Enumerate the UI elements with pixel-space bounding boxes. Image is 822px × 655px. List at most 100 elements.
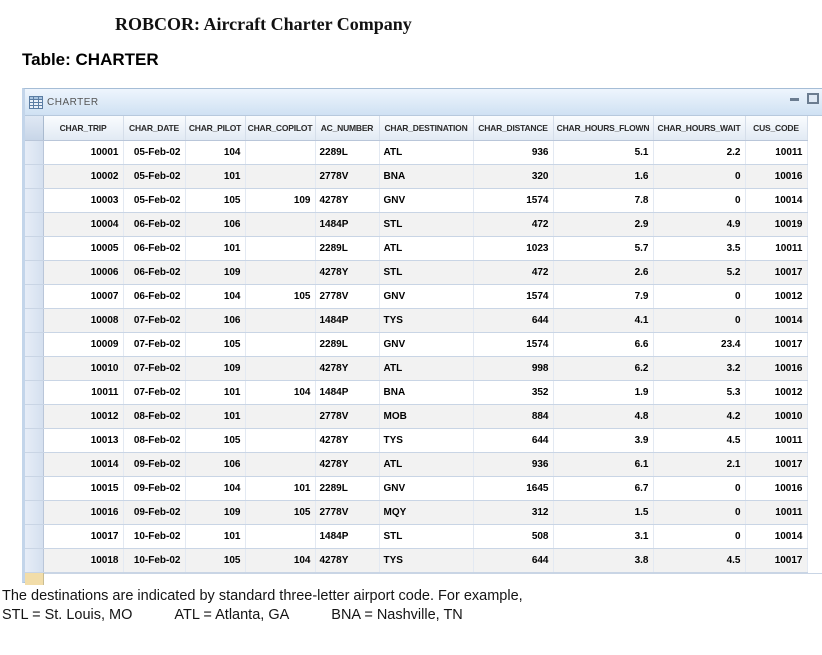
cell-wait[interactable]: 0 <box>653 308 746 333</box>
cell-ac[interactable]: 1484P <box>315 380 380 405</box>
row-selector[interactable] <box>25 284 44 309</box>
row-selector[interactable] <box>25 476 44 501</box>
cell-flown[interactable]: 2.6 <box>553 260 654 285</box>
cell-dest[interactable]: ATL <box>379 356 474 381</box>
cell-copilot[interactable] <box>245 404 316 429</box>
cell-date[interactable]: 07-Feb-02 <box>123 380 186 405</box>
cell-trip[interactable]: 10014 <box>43 452 124 477</box>
cell-ac[interactable]: 1484P <box>315 308 380 333</box>
cell-pilot[interactable]: 104 <box>185 476 246 501</box>
row-selector[interactable] <box>25 332 44 357</box>
cell-ac[interactable]: 2778V <box>315 404 380 429</box>
cell-dest[interactable]: STL <box>379 260 474 285</box>
cell-ac[interactable]: 2778V <box>315 500 380 525</box>
cell-ac[interactable]: 4278Y <box>315 548 380 573</box>
cell-flown[interactable]: 2.9 <box>553 212 654 237</box>
cell-dist[interactable]: 998 <box>473 356 554 381</box>
cell-trip[interactable]: 10009 <box>43 332 124 357</box>
cell-dist[interactable]: 472 <box>473 260 554 285</box>
cell-ac[interactable]: 2289L <box>315 476 380 501</box>
cell-trip[interactable]: 10011 <box>43 380 124 405</box>
cell-cus[interactable]: 10016 <box>745 476 808 501</box>
cell-ac[interactable]: 2289L <box>315 236 380 261</box>
cell-trip[interactable]: 10012 <box>43 404 124 429</box>
cell-date[interactable]: 08-Feb-02 <box>123 404 186 429</box>
cell-cus[interactable]: 10012 <box>745 284 808 309</box>
cell-flown[interactable]: 4.8 <box>553 404 654 429</box>
column-header-pilot[interactable]: CHAR_PILOT <box>185 116 246 141</box>
cell-dist[interactable]: 1023 <box>473 236 554 261</box>
cell-dist[interactable]: 312 <box>473 500 554 525</box>
cell-flown[interactable]: 3.8 <box>553 548 654 573</box>
cell-dist[interactable]: 936 <box>473 452 554 477</box>
cell-date[interactable]: 09-Feb-02 <box>123 500 186 525</box>
cell-flown[interactable]: 6.2 <box>553 356 654 381</box>
row-selector[interactable] <box>25 452 44 477</box>
cell-cus[interactable]: 10017 <box>745 452 808 477</box>
cell-wait[interactable]: 0 <box>653 188 746 213</box>
row-selector[interactable] <box>25 140 44 165</box>
cell-pilot[interactable]: 101 <box>185 380 246 405</box>
cell-date[interactable]: 06-Feb-02 <box>123 284 186 309</box>
cell-copilot[interactable] <box>245 236 316 261</box>
cell-copilot[interactable]: 109 <box>245 188 316 213</box>
cell-dest[interactable]: GNV <box>379 476 474 501</box>
cell-flown[interactable]: 1.5 <box>553 500 654 525</box>
cell-dist[interactable]: 352 <box>473 380 554 405</box>
cell-wait[interactable]: 3.5 <box>653 236 746 261</box>
cell-cus[interactable]: 10014 <box>745 524 808 549</box>
cell-copilot[interactable] <box>245 428 316 453</box>
cell-cus[interactable]: 10014 <box>745 188 808 213</box>
cell-date[interactable]: 07-Feb-02 <box>123 356 186 381</box>
cell-wait[interactable]: 4.9 <box>653 212 746 237</box>
cell-copilot[interactable] <box>245 356 316 381</box>
new-record-selector[interactable] <box>25 572 44 585</box>
cell-dest[interactable]: BNA <box>379 164 474 189</box>
maximize-icon[interactable] <box>807 93 819 104</box>
cell-date[interactable]: 08-Feb-02 <box>123 428 186 453</box>
cell-dest[interactable]: STL <box>379 524 474 549</box>
cell-cus[interactable]: 10017 <box>745 548 808 573</box>
cell-dest[interactable]: STL <box>379 212 474 237</box>
cell-ac[interactable]: 2289L <box>315 140 380 165</box>
cell-cus[interactable]: 10011 <box>745 500 808 525</box>
cell-date[interactable]: 05-Feb-02 <box>123 188 186 213</box>
new-record-row[interactable] <box>25 572 822 585</box>
new-record-cells[interactable] <box>44 572 822 585</box>
cell-copilot[interactable]: 101 <box>245 476 316 501</box>
cell-date[interactable]: 05-Feb-02 <box>123 140 186 165</box>
cell-wait[interactable]: 5.2 <box>653 260 746 285</box>
cell-trip[interactable]: 10017 <box>43 524 124 549</box>
cell-wait[interactable]: 2.2 <box>653 140 746 165</box>
cell-dist[interactable]: 644 <box>473 548 554 573</box>
cell-copilot[interactable] <box>245 524 316 549</box>
cell-dist[interactable]: 320 <box>473 164 554 189</box>
cell-cus[interactable]: 10011 <box>745 428 808 453</box>
cell-dist[interactable]: 508 <box>473 524 554 549</box>
cell-wait[interactable]: 0 <box>653 476 746 501</box>
cell-cus[interactable]: 10017 <box>745 332 808 357</box>
cell-cus[interactable]: 10019 <box>745 212 808 237</box>
cell-wait[interactable]: 5.3 <box>653 380 746 405</box>
row-selector[interactable] <box>25 524 44 549</box>
cell-dist[interactable]: 644 <box>473 428 554 453</box>
cell-copilot[interactable] <box>245 164 316 189</box>
cell-dist[interactable]: 1645 <box>473 476 554 501</box>
cell-dest[interactable]: GNV <box>379 284 474 309</box>
cell-flown[interactable]: 1.9 <box>553 380 654 405</box>
cell-pilot[interactable]: 101 <box>185 524 246 549</box>
cell-trip[interactable]: 10007 <box>43 284 124 309</box>
cell-copilot[interactable] <box>245 308 316 333</box>
cell-date[interactable]: 07-Feb-02 <box>123 308 186 333</box>
cell-ac[interactable]: 1484P <box>315 212 380 237</box>
cell-dist[interactable]: 1574 <box>473 188 554 213</box>
minimize-icon[interactable] <box>790 98 799 101</box>
row-selector[interactable] <box>25 212 44 237</box>
cell-flown[interactable]: 4.1 <box>553 308 654 333</box>
cell-dest[interactable]: ATL <box>379 236 474 261</box>
cell-trip[interactable]: 10002 <box>43 164 124 189</box>
cell-trip[interactable]: 10003 <box>43 188 124 213</box>
column-header-copilot[interactable]: CHAR_COPILOT <box>245 116 316 141</box>
cell-copilot[interactable]: 104 <box>245 380 316 405</box>
column-header-dist[interactable]: CHAR_DISTANCE <box>473 116 554 141</box>
